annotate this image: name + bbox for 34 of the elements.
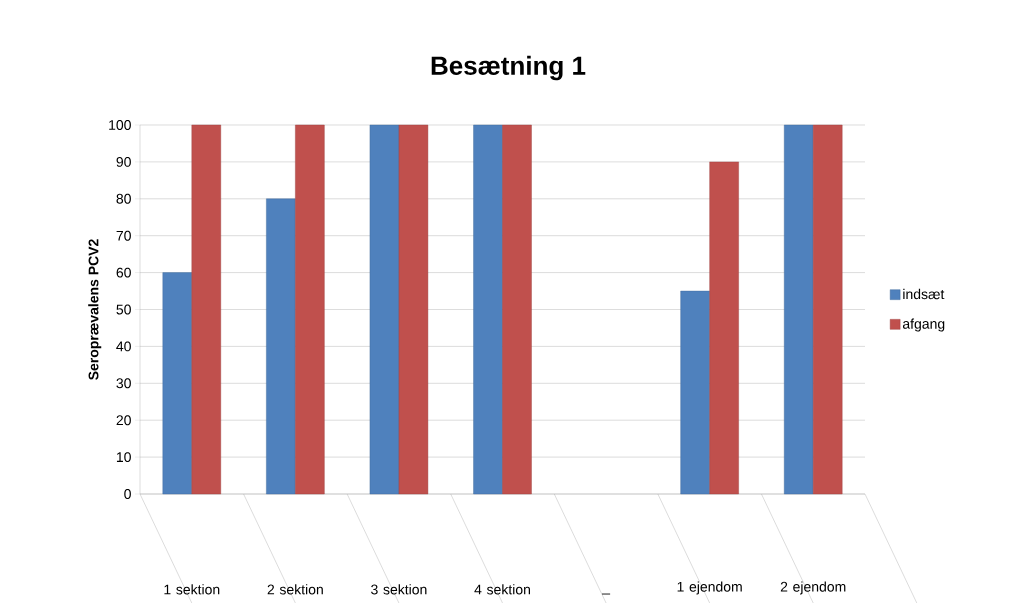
bar <box>398 124 429 495</box>
bar <box>784 124 814 495</box>
y-tick-label: 50 <box>116 304 131 315</box>
y-tick-label: 30 <box>116 378 131 389</box>
legend-label: indsæt <box>903 288 945 300</box>
bar <box>709 161 739 495</box>
bar <box>369 124 400 495</box>
bar <box>266 198 296 495</box>
x-tick-label: 1 ejendom <box>677 581 742 595</box>
y-tick-label: 0 <box>124 488 131 499</box>
y-tick-label: 40 <box>116 341 131 352</box>
y-tick-label: 20 <box>116 415 131 426</box>
bar <box>813 124 843 495</box>
y-tick-label: 10 <box>116 452 131 462</box>
y-tick-label: 60 <box>116 267 131 278</box>
x-tick-label: 4 sektion <box>474 584 530 595</box>
x-tick-label: 3 sektion <box>371 584 427 595</box>
y-tick-label: 80 <box>116 193 131 204</box>
bar <box>680 290 710 495</box>
bar <box>502 124 532 495</box>
y-tick-label: 100 <box>109 119 131 130</box>
y-tick-label: 90 <box>116 156 131 167</box>
bar <box>162 272 192 495</box>
x-tick-label: 1 sektion <box>164 584 220 595</box>
x-tick-label: 2 ejendom <box>780 581 846 595</box>
bar <box>473 124 503 495</box>
y-tick-label: 70 <box>116 230 131 241</box>
y-axis-title: Seroprævalens PCV2 <box>88 239 102 380</box>
bar <box>295 124 325 495</box>
legend-label: afgang <box>902 318 945 332</box>
x-tick-label: _ <box>601 593 611 595</box>
bar <box>191 124 221 495</box>
x-tick-label: 2 sektion <box>267 584 323 595</box>
chart-title: Besætning 1 <box>431 55 586 81</box>
